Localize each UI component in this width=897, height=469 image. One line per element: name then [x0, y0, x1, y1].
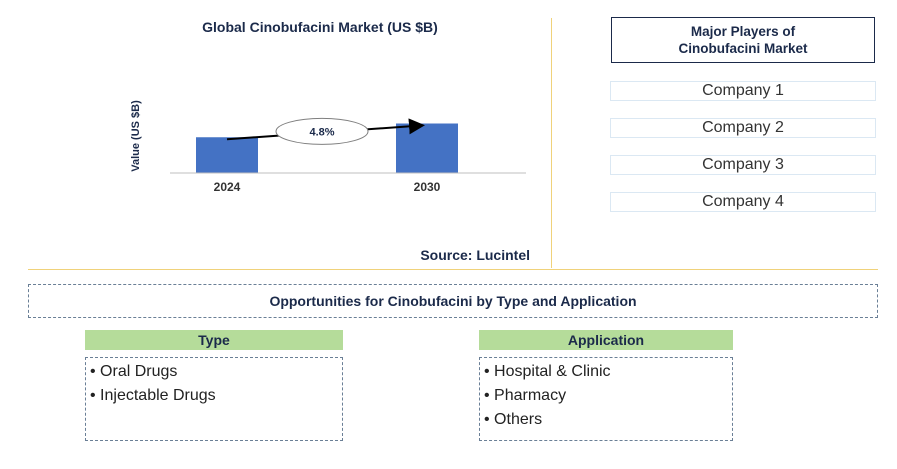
company-item: Company 2 [610, 118, 876, 138]
application-header: Application [479, 330, 733, 350]
x-tick-label: 2030 [414, 180, 441, 194]
source-label: Source: Lucintel [420, 247, 530, 263]
vertical-divider [551, 18, 552, 268]
application-list: • Hospital & Clinic • Pharmacy • Others [479, 357, 733, 441]
application-item: • Others [484, 411, 543, 428]
company-item: Company 4 [610, 192, 876, 212]
application-item: • Hospital & Clinic [484, 363, 611, 380]
company-item: Company 3 [610, 155, 876, 175]
company-item: Company 1 [610, 81, 876, 101]
y-axis-label: Value (US $B) [130, 100, 142, 172]
players-title-line2: Cinobufacini Market [678, 41, 808, 56]
cagr-label: 4.8% [309, 126, 334, 138]
type-list: • Oral Drugs • Injectable Drugs [85, 357, 343, 441]
bar-2030 [396, 123, 458, 173]
type-item: • Oral Drugs [90, 363, 178, 380]
players-title-line1: Major Players of [690, 24, 796, 39]
bar-2024 [196, 137, 258, 173]
x-tick-label: 2024 [214, 180, 241, 194]
type-item: • Injectable Drugs [90, 387, 216, 404]
cagr-ellipse [275, 117, 369, 145]
players-title: Major Players of Cinobufacini Market [611, 17, 875, 63]
type-header: Type [85, 330, 343, 350]
chart-title: Global Cinobufacini Market (US $B) [202, 19, 438, 35]
application-item: • Pharmacy [484, 387, 567, 404]
horizontal-divider [28, 269, 878, 270]
bar-chart: Value (US $B) 2024 2030 4.8% [130, 100, 526, 194]
opportunities-title: Opportunities for Cinobufacini by Type a… [28, 284, 878, 318]
